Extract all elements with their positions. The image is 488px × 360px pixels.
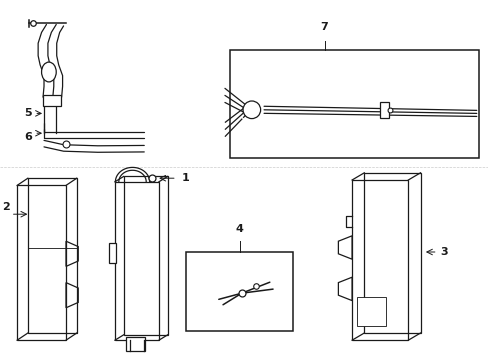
Text: 1: 1 [181,173,189,183]
Ellipse shape [41,62,56,82]
Text: 3: 3 [439,247,447,257]
Bar [109,243,116,263]
Circle shape [243,101,260,118]
Text: 5: 5 [24,108,32,118]
Text: 4: 4 [235,224,243,234]
Bar [185,252,293,331]
Bar [42,95,61,106]
Text: 7: 7 [320,22,328,32]
Text: 2: 2 [2,202,10,212]
Bar [379,102,388,118]
Bar [28,248,77,333]
Bar [125,337,145,351]
Bar [356,297,386,326]
Bar [229,50,478,158]
Text: 6: 6 [24,132,32,142]
